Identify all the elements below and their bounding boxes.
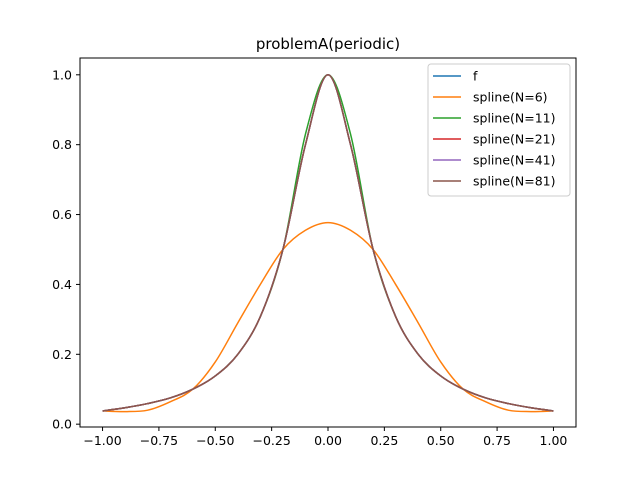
legend-label-spline-n-81: spline(N=81) — [473, 174, 556, 189]
x-tick-label: −0.75 — [140, 433, 178, 448]
chart-title: problemA(periodic) — [256, 35, 400, 53]
y-tick-label: 0.2 — [52, 347, 72, 362]
x-tick-label: 1.00 — [540, 433, 568, 448]
plot-area: −1.00 −0.75 −0.50 −0.25 0.00 0.25 0.50 0.75 1.00… — [52, 57, 577, 448]
y-tick-label: 0.8 — [52, 137, 72, 152]
legend-label-f: f — [473, 69, 478, 84]
x-tick-label: −0.25 — [252, 433, 290, 448]
legend-label-spline-n-11: spline(N=11) — [473, 111, 556, 126]
series-line-spline-n-6 — [102, 221, 554, 413]
x-axis: −1.00 −0.75 −0.50 −0.25 0.00 0.25 0.50 0.75 1.00 — [83, 427, 567, 448]
legend-label-spline-n-21: spline(N=21) — [473, 132, 556, 147]
y-tick-label: 0.6 — [52, 207, 72, 222]
y-tick-label: 0.4 — [52, 277, 72, 292]
legend-label-spline-n-41: spline(N=41) — [473, 153, 556, 168]
y-tick-label: 0.0 — [52, 417, 72, 432]
series-line-spline-n-81 — [102, 74, 554, 412]
legend-label-spline-n-6: spline(N=6) — [473, 90, 548, 105]
x-tick-label: −1.00 — [83, 433, 121, 448]
x-tick-label: 0.00 — [314, 433, 342, 448]
series-layer — [102, 74, 554, 413]
legend: f spline(N=6) spline(N=11) spline(N=21) spli… — [427, 63, 571, 197]
x-tick-label: 0.75 — [483, 433, 511, 448]
y-axis: 0.0 0.2 0.4 0.6 0.8 1.0 — [52, 67, 80, 432]
y-tick-label: 1.0 — [52, 67, 72, 82]
legend-box — [427, 63, 571, 197]
x-tick-label: 0.25 — [370, 433, 398, 448]
x-tick-label: 0.50 — [427, 433, 455, 448]
x-tick-label: −0.50 — [196, 433, 234, 448]
